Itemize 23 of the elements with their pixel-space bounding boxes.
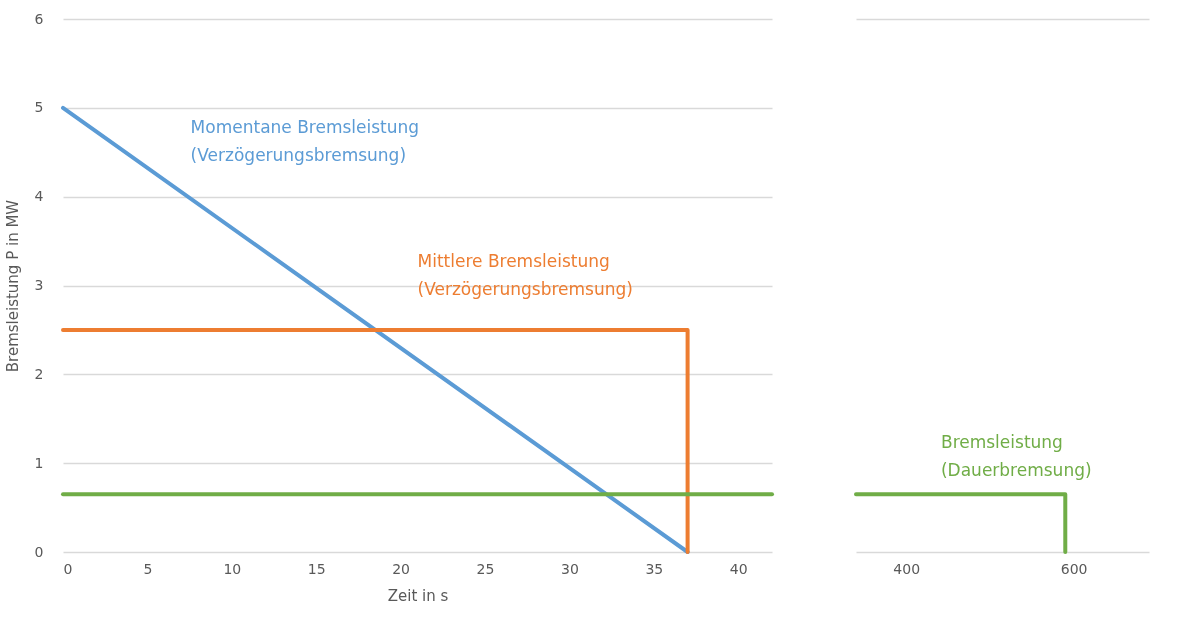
x-tick-label: 10	[223, 560, 242, 577]
x-axis-title: Zeit in s	[387, 586, 449, 605]
y-tick-label: 5	[34, 99, 44, 116]
y-axis-title: Bremsleistung P in MW	[3, 199, 22, 373]
annotation: Mittlere Bremsleistung (Verzögerungsbremsung)	[417, 250, 633, 299]
y-tick-label: 2	[34, 365, 44, 382]
x-tick-label: 30	[561, 560, 579, 577]
x-tick-label: 15	[307, 560, 326, 577]
x-tick-label: 40	[729, 560, 748, 577]
x-tick-label: 35	[645, 560, 664, 577]
y-tick-label: 4	[34, 188, 44, 205]
y-tick-label: 0	[34, 543, 44, 560]
x-tick-label: 0	[63, 560, 73, 577]
annotation: Momentane Bremsleistung (Verzögerungsbremsung)	[190, 117, 420, 166]
x-tick-label: 400	[893, 560, 921, 577]
x-tick-label: 5	[143, 560, 153, 577]
x-tick-label: 25	[476, 560, 495, 577]
annotation: Bremsleistung (Dauerbremsung)	[940, 431, 1092, 480]
y-tick-label: 6	[34, 10, 44, 27]
x-tick-label: 20	[392, 560, 411, 577]
x-tick-label: 600	[1060, 560, 1088, 577]
y-tick-label: 3	[34, 277, 44, 293]
y-tick-label: 1	[34, 454, 44, 471]
